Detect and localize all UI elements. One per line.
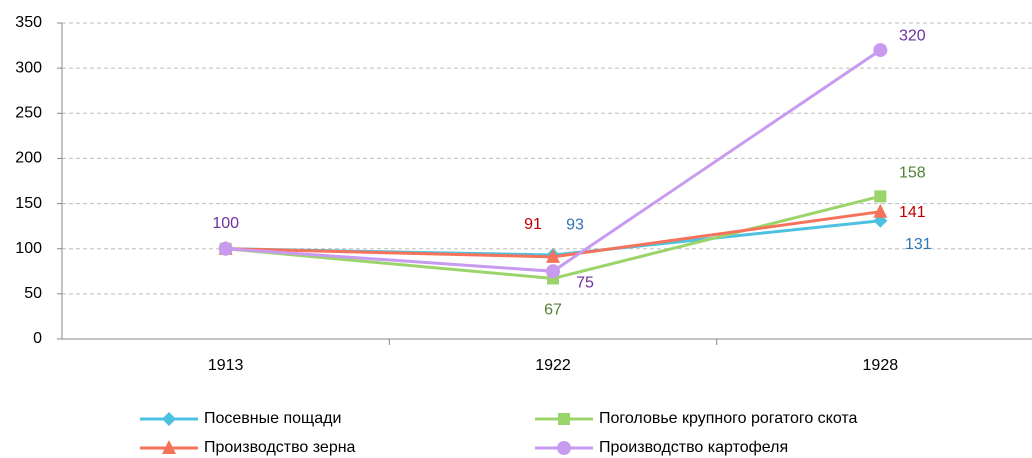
legend-label: Посевные пощади [204,410,341,427]
data-label: 91 [524,216,542,233]
legend-label: Производство зерна [204,439,356,456]
y-tick-label: 350 [15,14,42,31]
legend-marker [162,440,176,454]
legend-marker [557,441,571,455]
data-label: 100 [212,215,239,232]
data-point [218,241,233,256]
data-label: 67 [544,302,562,319]
y-tick-label: 150 [15,195,42,212]
data-point [874,190,887,203]
series-line [225,48,882,273]
legend-label: Производство картофеля [599,439,788,456]
data-label: 131 [905,236,932,253]
legend-marker [162,412,176,426]
legend-marker [558,413,570,425]
y-tick-label: 100 [15,240,42,257]
legend-label: Поголовье крупного рогатого скота [599,410,858,427]
data-label: 320 [899,27,926,44]
data-point [873,203,888,218]
y-tick-label: 300 [15,59,42,76]
data-point [546,264,560,279]
y-tick-label: 250 [15,105,42,122]
y-tick-label: 0 [33,330,42,347]
data-label: 158 [899,165,926,182]
data-label: 93 [566,216,584,233]
x-tick-label: 1913 [208,357,244,374]
y-tick-label: 200 [15,150,42,167]
data-point [546,248,560,263]
x-tick-label: 1922 [535,357,571,374]
data-label: 141 [899,204,926,221]
x-tick-label: 1928 [863,357,899,374]
data-point [873,43,888,58]
y-tick-label: 50 [24,285,42,302]
data-label: 75 [576,275,594,292]
